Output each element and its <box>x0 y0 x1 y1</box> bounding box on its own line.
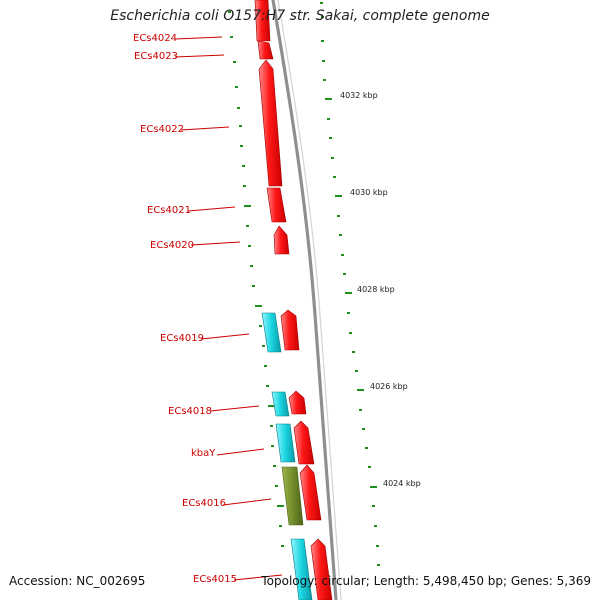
gene-feature-ecs4019-rev <box>261 312 282 353</box>
gene-feature-ecs4019-fwd <box>280 309 300 351</box>
gene-feature-ecs4021 <box>266 187 287 223</box>
scale-label-1: 4030 kbp <box>350 188 388 197</box>
gene-feature-ecs4015-rev <box>290 538 313 600</box>
gene-label-9: ECs4015 <box>193 574 237 585</box>
gene-label-leader-0 <box>174 36 223 40</box>
scale-label-0: 4032 kbp <box>340 91 378 100</box>
scale-labels: 4032 kbp 4030 kbp 4028 kbp 4026 kbp 4024 kbp <box>340 91 421 488</box>
gene-layer <box>254 0 333 600</box>
gene-label-1: ECs4023 <box>134 51 178 62</box>
gene-labels: ECs4024 ECs4023 ECs4022 ECs4021 ECs4020 ECs40… <box>133 33 283 585</box>
gene-feature-kbay-rev <box>275 423 296 463</box>
gene-label-leader-2 <box>180 126 230 131</box>
scale-label-4: 4024 kbp <box>383 479 421 488</box>
accession-text: Accession: NC_002695 <box>9 574 146 588</box>
gene-feature-ecs4016-other <box>281 466 304 526</box>
gene-label-leader-3 <box>187 206 236 212</box>
genome-backbone <box>271 0 338 600</box>
gene-label-leader-6 <box>209 405 260 412</box>
gene-feature-ecs4018-rev <box>271 391 290 417</box>
tick-marks <box>228 2 380 566</box>
gene-label-2: ECs4022 <box>140 124 184 135</box>
gene-feature-ecs4023 <box>257 40 274 60</box>
backbone-layer <box>271 0 342 600</box>
gene-label-8: ECs4016 <box>182 498 226 509</box>
topology-text: Topology: circular; Length: 5,498,450 bp… <box>261 574 591 588</box>
gene-label-6: ECs4018 <box>168 406 212 417</box>
gene-label-5: ECs4019 <box>160 333 204 344</box>
gene-feature-ecs4016-fwd <box>299 464 322 521</box>
gene-label-leader-9 <box>233 574 283 581</box>
gene-label-leader-5 <box>200 333 250 340</box>
genome-backbone-shadow <box>277 0 342 600</box>
gene-feature-ecs4018-fwd <box>288 390 307 415</box>
gene-feature-kbay-fwd <box>293 420 315 465</box>
scale-label-2: 4028 kbp <box>357 285 395 294</box>
gene-label-leader-7 <box>216 448 265 456</box>
gene-label-0: ECs4024 <box>133 33 177 44</box>
gene-label-leader-1 <box>174 54 225 58</box>
gene-label-leader-8 <box>222 498 272 506</box>
genome-title: Escherichia coli O157:H7 str. Sakai, com… <box>110 8 490 24</box>
gene-feature-ecs4024 <box>254 0 271 42</box>
gene-label-3: ECs4021 <box>147 205 191 216</box>
gene-feature-ecs4020 <box>273 225 290 255</box>
scale-label-3: 4026 kbp <box>370 382 408 391</box>
gene-label-7: kbaY <box>191 448 216 459</box>
gene-label-leader-4 <box>190 241 241 246</box>
gene-label-4: ECs4020 <box>150 240 194 251</box>
gene-feature-ecs4022 <box>258 59 283 187</box>
gene-feature-ecs4015-fwd <box>310 538 333 600</box>
